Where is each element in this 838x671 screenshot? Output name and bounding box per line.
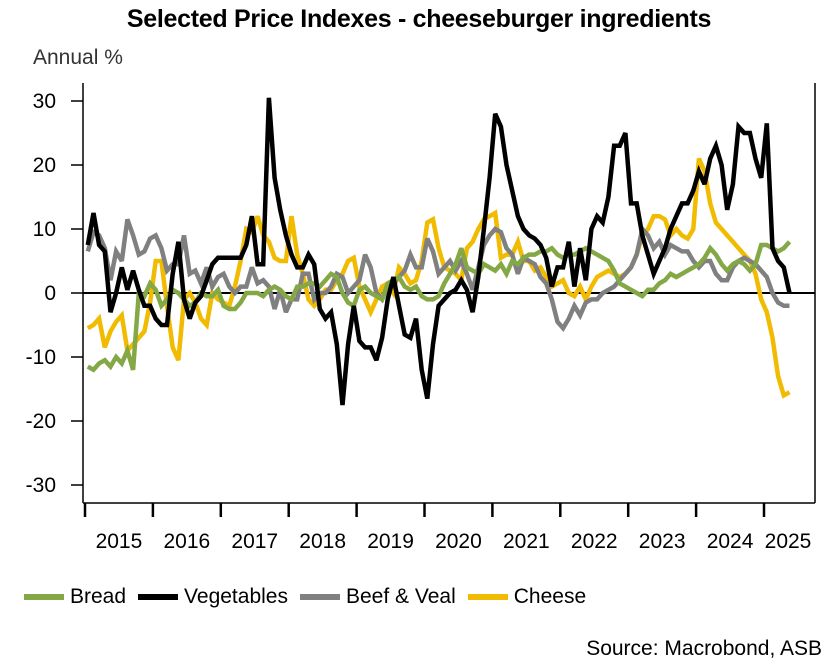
x-tick-label: 2016: [163, 530, 210, 553]
y-axis-unit-label: Annual %: [33, 46, 123, 69]
x-tick-label: 2023: [639, 530, 686, 553]
chart-title: Selected Price Indexes - cheeseburger in…: [126, 5, 712, 33]
legend-swatch-cheese: [467, 594, 508, 600]
y-tick-label: 30: [33, 90, 56, 113]
y-axis: 30 20 10 0 -10 -20 -30: [26, 90, 83, 497]
series-line-vegetables: [85, 97, 792, 406]
legend-label-cheese: Cheese: [513, 585, 587, 608]
x-axis: 2015 2016 2017 2018 2019 2020 2021 2022 2023 2024…: [83, 503, 812, 553]
legend-item-beef-veal: Beef & Veal: [299, 585, 456, 609]
legend: Bread Vegetables Beef & Veal Cheese: [24, 585, 598, 609]
y-tick-label: -10: [26, 346, 56, 369]
y-tick-label: 20: [33, 154, 56, 177]
x-tick-label: 2017: [231, 530, 278, 553]
legend-label-beef-veal: Beef & Veal: [345, 585, 456, 608]
y-tick-label: -20: [26, 410, 56, 433]
x-tick-label: 2015: [96, 530, 143, 553]
source-note: Source: Macrobond, ASB: [586, 637, 822, 660]
x-tick-label: 2021: [503, 530, 550, 553]
x-tick-label: 2025: [765, 530, 812, 553]
x-tick-label: 2022: [571, 530, 618, 553]
legend-item-bread: Bread: [24, 585, 126, 609]
legend-swatch-beef-veal: [299, 594, 340, 600]
x-tick-label: 2018: [299, 530, 346, 553]
series-line-cheese: [86, 157, 791, 399]
legend-swatch-vegetables: [138, 594, 179, 600]
y-tick-label: -30: [26, 474, 56, 497]
series-line-beef-veal: [85, 218, 790, 333]
x-tick-label: 2020: [435, 530, 482, 553]
legend-label-vegetables: Vegetables: [184, 585, 288, 608]
y-tick-label: 10: [33, 218, 56, 241]
legend-swatch-bread: [24, 594, 64, 600]
series-group: [85, 97, 792, 406]
legend-item-cheese: Cheese: [467, 585, 587, 609]
legend-label-bread: Bread: [70, 585, 127, 608]
y-tick-label: 0: [44, 282, 56, 305]
legend-item-vegetables: Vegetables: [138, 585, 288, 609]
x-tick-label: 2024: [707, 530, 754, 553]
series-line-bread: [86, 240, 792, 373]
x-tick-label: 2019: [367, 530, 414, 553]
